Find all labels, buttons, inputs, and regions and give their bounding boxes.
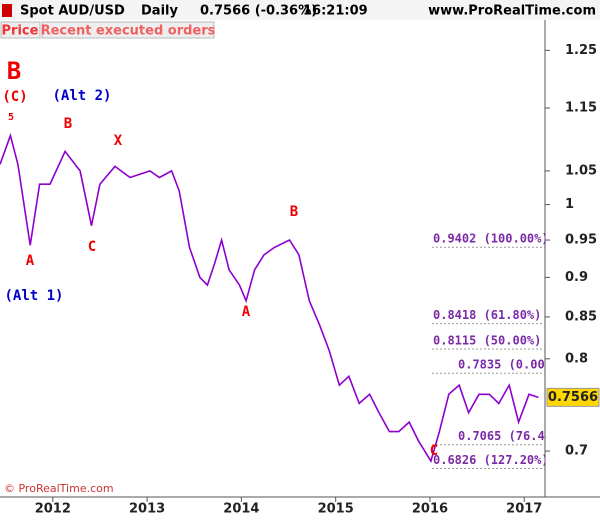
orders-button[interactable] [41,21,215,39]
y-tick-label: 1.25 [565,43,597,58]
wave-label: 5 [8,112,14,123]
wave-label: B [290,204,298,220]
price-button[interactable] [0,21,41,39]
quote: 0.7566 (-0.36%) [200,4,317,19]
wave-label: B [7,57,21,85]
y-tick-label: 0.95 [565,233,597,248]
time: 16:21:09 [303,4,368,19]
site: www.ProRealTime.com [428,4,596,19]
fib-label: 0.6826 (127.20%) [433,453,549,467]
y-tick-label: 1.05 [565,163,597,178]
x-tick-label: 2015 [318,502,354,517]
price-button-label[interactable]: Price [2,24,39,39]
y-tick-label: 0.7 [565,444,588,459]
wave-label: A [242,304,251,320]
price-line [0,132,539,463]
x-tick-label: 2013 [129,502,165,517]
last-price-label: 0.7566 [548,390,598,405]
fib-label: 0.8115 (50.00%) [433,333,541,347]
y-tick-label: 0.9 [565,270,588,285]
wave-label: X [114,133,123,149]
wave-label: C [430,443,438,459]
fib-label: 0.8418 (61.80%) [433,308,541,322]
wave-label: (Alt 2) [52,88,111,104]
x-tick-label: 2016 [412,502,448,517]
fib-label: 0.7065 (76.40%) [458,429,566,443]
plot: 0.9402 (100.00%) 0.8418 (61.80%) 0.8115 (5… [0,132,566,469]
y-tick-label: 0.8 [565,351,588,366]
symbol: Spot AUD/USD [20,4,125,19]
header-bar [0,0,600,20]
x-tick-label: 2017 [506,502,542,517]
fib-label: 0.7835 (0.00%) [458,358,559,372]
wave-label: (C) [2,89,27,105]
orders-button-label[interactable]: Recent executed orders [41,24,216,39]
x-tick-label: 2012 [35,502,71,517]
y-tick-label: 1 [565,197,574,212]
x-tick-label: 2014 [223,502,259,517]
wave-label: (Alt 1) [4,288,63,304]
wave-label: B [64,116,72,132]
interval: Daily [141,4,178,19]
y-tick-label: 1.15 [565,101,597,116]
icon [2,4,12,17]
y-tick-label: 0.85 [565,309,597,324]
fib-label: 0.9402 (100.00%) [433,232,549,246]
wave-label: C [88,239,96,255]
wave-label: A [26,253,35,269]
last-price-box [546,387,600,407]
copyright: © ProRealTime.com [4,482,114,495]
